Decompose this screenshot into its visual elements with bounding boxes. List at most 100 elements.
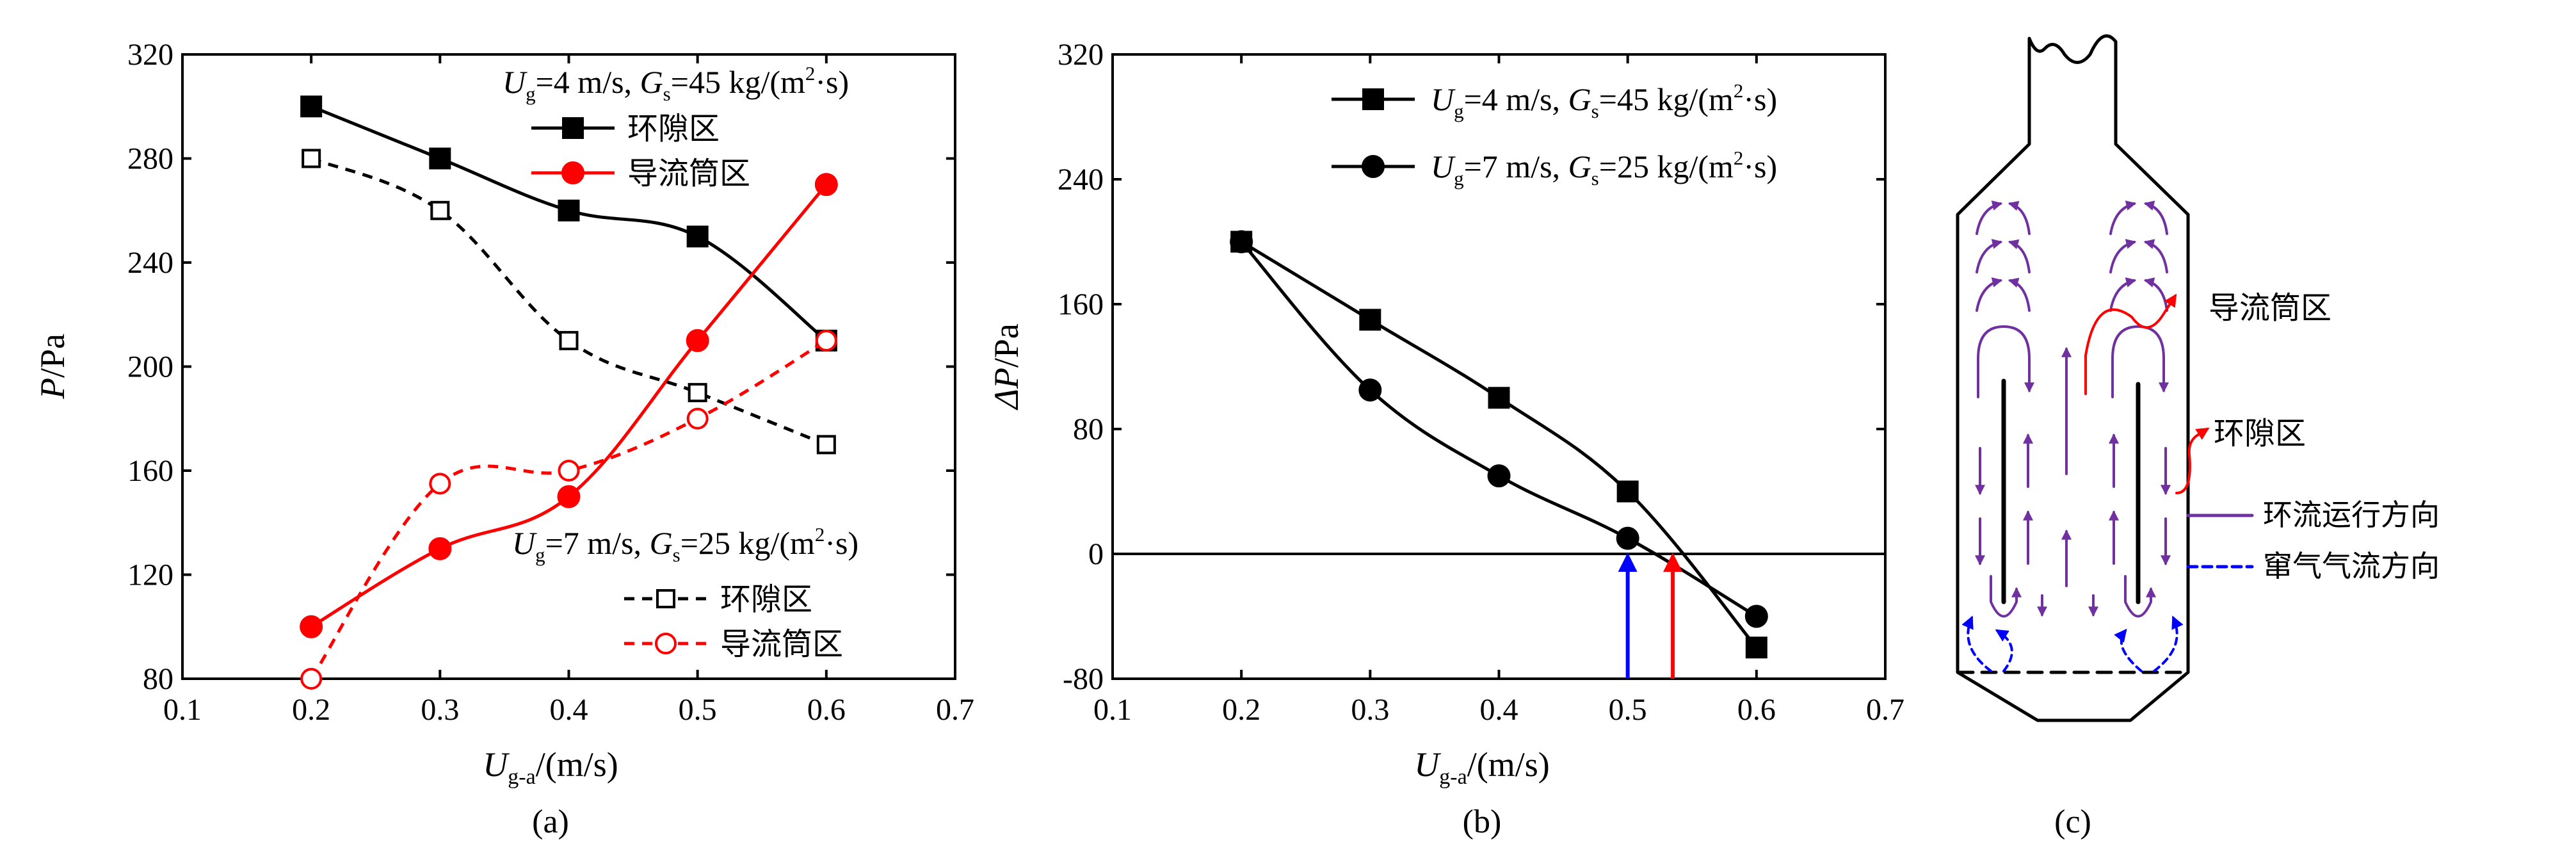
data-point bbox=[300, 615, 323, 638]
x-tick-label: 0.3 bbox=[1351, 693, 1389, 727]
legend-swatch-marker bbox=[1362, 88, 1384, 110]
panel-b-chart: 0.1 0.2 0.3 0.4 0.5 0.6 0.7 -80 0 80 160 240 320 Ug=… bbox=[987, 38, 1904, 840]
panel-c-label: (c) bbox=[2054, 804, 2091, 840]
y-tick-label: 200 bbox=[127, 350, 173, 384]
draft-tube-pointer bbox=[2084, 293, 2177, 395]
x-tick-label: 0.3 bbox=[421, 693, 459, 727]
y-tick-label: 80 bbox=[143, 662, 173, 696]
legend-condition-text: Ug=7 m/s, Gs=25 kg/(m2·s) bbox=[512, 523, 858, 566]
legend-swatch-marker bbox=[656, 589, 675, 608]
y-tick-label: 320 bbox=[127, 38, 173, 72]
panel-b-legend: Ug=4 m/s, Gs=45 kg/(m2·s) Ug=7 m/s, Gs=25… bbox=[1332, 79, 1777, 190]
legend-condition-text: Ug=4 m/s, Gs=45 kg/(m2·s) bbox=[503, 62, 849, 105]
y-tick-label: 320 bbox=[1058, 38, 1104, 72]
y-tick-label: -80 bbox=[1063, 662, 1104, 696]
data-point bbox=[1744, 604, 1768, 628]
data-point bbox=[1230, 230, 1253, 254]
y-tick-label: 120 bbox=[127, 558, 173, 592]
x-tick-label: 0.6 bbox=[807, 693, 846, 727]
y-tick-label: 160 bbox=[127, 454, 173, 488]
data-point bbox=[428, 537, 452, 560]
series-line bbox=[1240, 240, 1758, 618]
x-tick-label: 0.4 bbox=[550, 693, 588, 727]
data-point bbox=[686, 407, 709, 430]
data-point bbox=[1616, 480, 1639, 503]
aeration-legend-label: 窜气气流方向 bbox=[2263, 549, 2440, 583]
y-tick-label: 240 bbox=[127, 246, 173, 280]
top-vortex-arrows bbox=[1976, 200, 2168, 312]
annulus-pointer bbox=[2175, 427, 2210, 494]
panel-b-ticks: 0.1 0.2 0.3 0.4 0.5 0.6 0.7 -80 0 80 160 240 320 bbox=[1058, 38, 1904, 727]
data-point bbox=[429, 147, 451, 170]
x-tick-label: 0.2 bbox=[1222, 693, 1260, 727]
data-point bbox=[300, 668, 323, 690]
panel-a-ticks: 0.1 0.2 0.3 0.4 0.5 0.6 0.7 80 120 160 200 240 280 32… bbox=[127, 38, 974, 727]
legend-swatch-marker bbox=[562, 117, 584, 139]
annulus-zone-label: 环隙区 bbox=[2214, 416, 2306, 451]
data-point bbox=[429, 473, 451, 495]
panel-b-x-axis-label: Ug-a/(m/s) bbox=[1414, 745, 1549, 789]
data-point bbox=[686, 225, 709, 248]
panel-a-frame bbox=[181, 53, 956, 680]
data-point bbox=[557, 485, 581, 508]
y-tick-label: 280 bbox=[127, 142, 173, 176]
data-point bbox=[1488, 387, 1510, 409]
x-tick-label: 0.1 bbox=[1093, 693, 1132, 727]
straight-flow-arrows bbox=[1975, 346, 2171, 617]
data-point bbox=[558, 460, 580, 482]
circulation-loops bbox=[1977, 325, 2169, 618]
series-line bbox=[310, 339, 828, 680]
legend-swatch-marker bbox=[561, 161, 584, 184]
legend-series-label: 导流筒区 bbox=[627, 156, 750, 191]
panel-a-y-axis-label: P/Pa bbox=[33, 334, 72, 400]
series-line bbox=[310, 157, 827, 446]
x-tick-label: 0.7 bbox=[1866, 693, 1904, 727]
data-point bbox=[430, 200, 450, 220]
panel-b-label: (b) bbox=[1463, 804, 1502, 840]
draft-tube-zone-label: 导流筒区 bbox=[2209, 290, 2331, 326]
vessel-outline bbox=[1956, 34, 2190, 722]
data-point bbox=[1745, 636, 1767, 659]
legend-condition-text: Ug=4 m/s, Gs=45 kg/(m2·s) bbox=[1431, 79, 1777, 122]
x-tick-label: 0.1 bbox=[163, 693, 202, 727]
panel-a-label: (a) bbox=[532, 804, 569, 840]
data-point bbox=[1616, 526, 1639, 550]
data-point bbox=[300, 95, 323, 118]
circulation-legend-label: 环流运行方向 bbox=[2263, 498, 2440, 532]
data-point bbox=[1358, 378, 1382, 402]
data-point bbox=[816, 435, 836, 455]
x-tick-label: 0.5 bbox=[679, 693, 717, 727]
x-tick-label: 0.4 bbox=[1480, 693, 1518, 727]
legend-condition-text: Ug=7 m/s, Gs=25 kg/(m2·s) bbox=[1431, 147, 1777, 190]
y-tick-label: 240 bbox=[1058, 163, 1104, 197]
x-tick-label: 0.2 bbox=[292, 693, 330, 727]
series-line bbox=[310, 104, 828, 342]
y-tick-label: 80 bbox=[1073, 412, 1104, 446]
data-point bbox=[1359, 309, 1381, 331]
x-tick-label: 0.6 bbox=[1737, 693, 1776, 727]
data-point bbox=[302, 149, 321, 168]
panel-a-x-axis-label: Ug-a/(m/s) bbox=[483, 745, 618, 789]
legend-swatch-marker bbox=[655, 633, 677, 654]
data-point bbox=[558, 199, 580, 222]
aeration-flow-arrows bbox=[1961, 615, 2184, 672]
x-tick-label: 0.7 bbox=[936, 693, 974, 727]
legend-series-label: 环隙区 bbox=[627, 111, 720, 147]
data-point bbox=[814, 173, 838, 197]
panel-b-series bbox=[1113, 230, 1885, 679]
legend-swatch-marker bbox=[1362, 155, 1385, 178]
legend-series-label: 导流筒区 bbox=[720, 626, 843, 662]
data-point bbox=[1487, 464, 1511, 488]
data-point bbox=[686, 328, 709, 352]
panel-c-diagram: 导流筒区 环隙区 环流运行方向 窜气气流方向 (c) bbox=[1956, 34, 2440, 840]
data-point bbox=[559, 330, 579, 350]
data-point bbox=[688, 383, 707, 403]
legend-series-label: 环隙区 bbox=[720, 581, 812, 617]
panel-a-chart: 0.1 0.2 0.3 0.4 0.5 0.6 0.7 80 120 160 200 240 280 32… bbox=[33, 38, 974, 840]
panel-a-series bbox=[300, 95, 838, 690]
data-point bbox=[815, 329, 837, 352]
y-tick-label: 0 bbox=[1088, 537, 1104, 571]
series-line bbox=[1240, 240, 1758, 649]
